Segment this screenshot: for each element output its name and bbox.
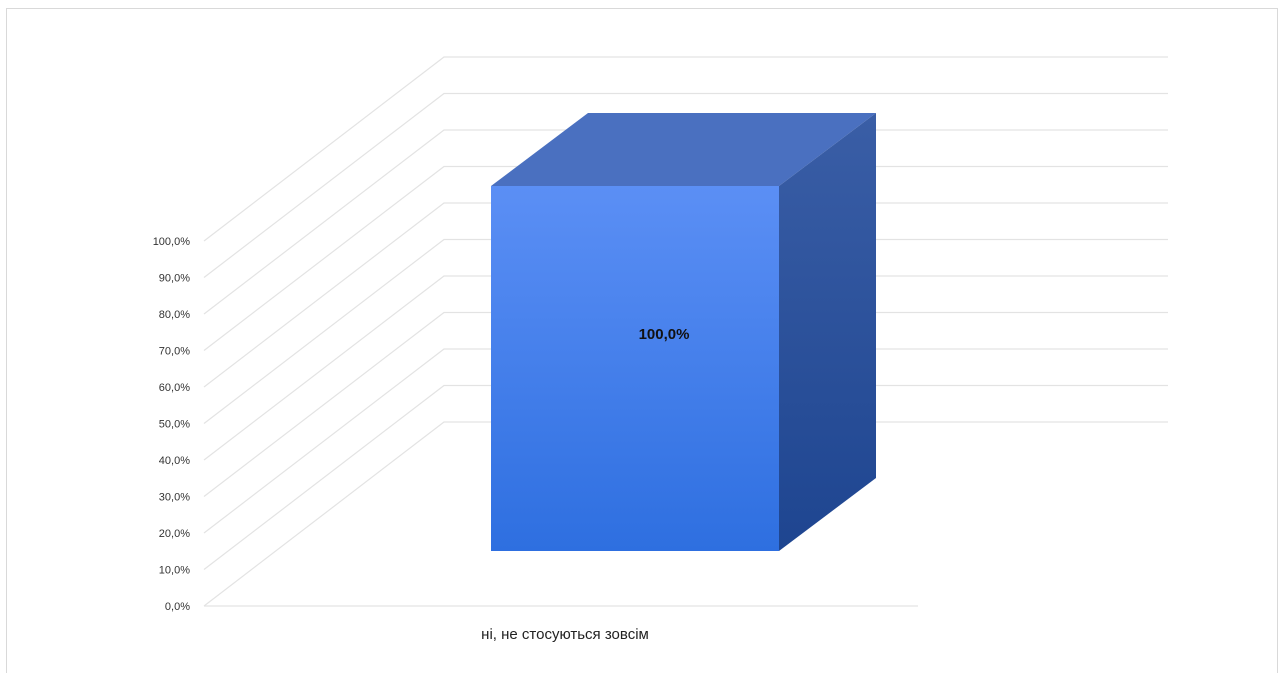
bar-front-face	[491, 186, 779, 551]
gridline	[203, 311, 1168, 497]
bars	[491, 113, 876, 551]
data-label: 100,0%	[639, 326, 690, 343]
y-tick-label: 30,0%	[159, 492, 190, 504]
y-tick-label: 60,0%	[159, 382, 190, 394]
bar-3d	[491, 113, 876, 551]
gridline	[203, 238, 1168, 424]
gridline	[203, 384, 1168, 570]
gridlines	[203, 56, 1168, 607]
gridline	[203, 129, 1168, 315]
y-tick-label: 20,0%	[159, 528, 190, 540]
y-tick-label: 50,0%	[159, 419, 190, 431]
y-tick-label: 70,0%	[159, 346, 190, 358]
gridline	[203, 275, 1168, 461]
y-tick-label: 40,0%	[159, 455, 190, 467]
gridline	[203, 348, 1168, 534]
y-tick-label: 80,0%	[159, 309, 190, 321]
y-tick-label: 10,0%	[159, 565, 190, 577]
labels: 100,0% ні, не стосуються зовсім	[481, 326, 689, 643]
gridline	[203, 92, 1168, 278]
gridline	[203, 202, 1168, 388]
y-tick-label: 90,0%	[159, 273, 190, 285]
y-tick-label: 100,0%	[153, 236, 191, 248]
bar-top-face	[491, 113, 876, 186]
bar-side-face	[779, 113, 876, 551]
gridline	[203, 165, 1168, 351]
y-tick-label: 0,0%	[165, 601, 190, 613]
category-label: ні, не стосуються зовсім	[481, 626, 649, 643]
chart-frame	[6, 8, 1278, 673]
gridline	[203, 56, 1168, 242]
y-axis-tick-labels: 0,0% 10,0% 20,0% 30,0% 40,0% 50,0% 60,0% 70,0% 8…	[153, 236, 191, 613]
gridline	[203, 421, 1168, 607]
